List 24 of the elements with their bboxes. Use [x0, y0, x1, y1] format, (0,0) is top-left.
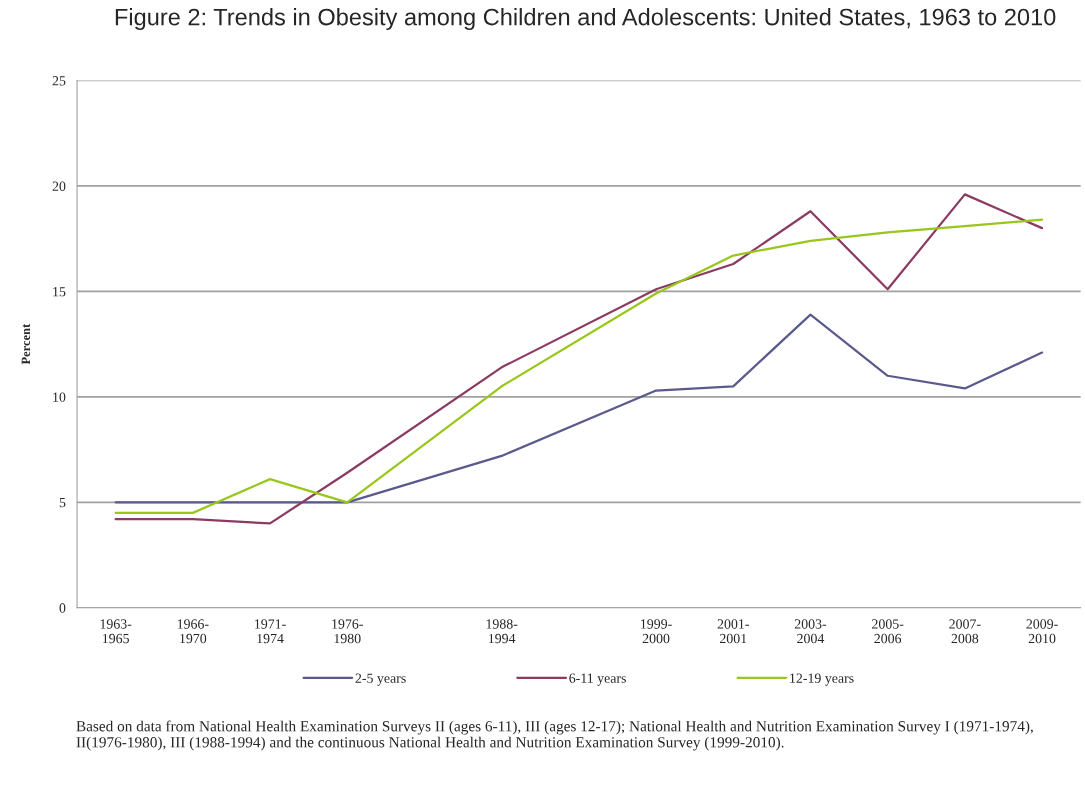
x-tick-label: 1963- 1965	[100, 619, 132, 644]
x-tick-label: 1971- 1974	[255, 619, 286, 644]
x-tick-label: 2007- 2008	[949, 619, 981, 644]
y-tick-label: 20	[52, 181, 66, 191]
y-tick-label: 25	[52, 76, 66, 86]
y-tick-label: 15	[53, 287, 66, 297]
x-tick-label: 1988- 1994	[486, 619, 518, 644]
line-series	[114, 313, 1044, 504]
x-tick-label: 2005- 2006	[872, 619, 904, 644]
x-tick-label: 1999- 2000	[641, 619, 672, 644]
y-tick-label: 10	[53, 392, 66, 402]
chart-title: Figure 2: Trends in Obesity among Children and Adolescents: United States, 1963 to 2010	[115, 8, 1056, 31]
x-tick-label: 1976- 1980	[332, 619, 363, 644]
legend-label: 12-19 years	[790, 673, 854, 686]
legend-label: 6-11 years	[569, 673, 626, 686]
y-axis-title: Percent	[21, 323, 31, 365]
x-tick-label: 2003- 2004	[794, 619, 827, 644]
x-tick-label: 1966- 1970	[177, 619, 209, 644]
y-tick-label: 5	[59, 498, 66, 508]
text: Based on data from National Health Examination Surveys II (ages 6-11), III (ages 12-17); National Health and Nutrition Examination Survey I (1971-1974), II(1976-1980), III (1988-1994) and the continuous National Health and Nutrition Examination Survey (1999-2010).	[76, 720, 1033, 751]
x-tick-label: 2001- 2001	[717, 619, 749, 644]
legend-label: 2-5 years	[355, 673, 406, 686]
x-tick-label: 2009- 2010	[1026, 619, 1058, 644]
y-tick-label: 0	[59, 603, 66, 613]
